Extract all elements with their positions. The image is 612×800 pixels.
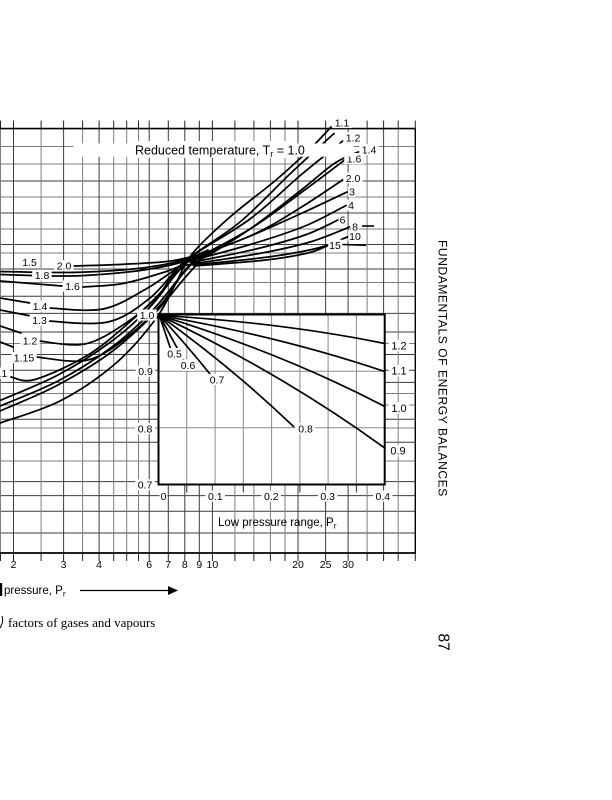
svg-text:pressure, Pr: pressure, Pr	[4, 585, 66, 599]
svg-text:1.3: 1.3	[32, 315, 47, 327]
svg-text:1.6: 1.6	[65, 281, 80, 293]
svg-text:0: 0	[161, 491, 167, 503]
svg-text:0.4: 0.4	[375, 491, 390, 503]
svg-text:1.5: 1.5	[22, 257, 37, 269]
svg-text:87: 87	[434, 634, 451, 651]
svg-text:.1: .1	[0, 368, 8, 380]
svg-text:0.8: 0.8	[298, 423, 313, 435]
svg-text:0.6: 0.6	[181, 360, 196, 372]
svg-text:0.2: 0.2	[264, 491, 279, 503]
svg-text:4: 4	[348, 200, 354, 212]
svg-text:0.3: 0.3	[320, 491, 335, 503]
svg-text:0.7: 0.7	[210, 374, 225, 386]
svg-text:4: 4	[96, 559, 102, 571]
svg-text:0.9: 0.9	[390, 446, 405, 458]
svg-text:6: 6	[340, 214, 346, 226]
svg-text:1.8: 1.8	[35, 270, 50, 282]
svg-text:Low pressure range, Pr: Low pressure range, Pr	[218, 517, 337, 531]
svg-text:3: 3	[61, 559, 67, 571]
svg-text:3: 3	[349, 186, 355, 198]
svg-text:2.0: 2.0	[57, 260, 72, 272]
svg-text:0.1: 0.1	[208, 491, 223, 503]
svg-text:0.9: 0.9	[138, 366, 153, 378]
svg-text:1.1: 1.1	[335, 117, 350, 129]
svg-text:0.8: 0.8	[138, 423, 153, 435]
svg-text:8: 8	[352, 221, 358, 233]
svg-text:0.5: 0.5	[167, 348, 182, 360]
svg-text:1.15: 1.15	[14, 352, 35, 364]
svg-text:6: 6	[146, 559, 152, 571]
svg-text:1.2: 1.2	[391, 341, 406, 353]
svg-text:factors of gases and vapours: factors of gases and vapours	[8, 615, 155, 630]
svg-text:1.2: 1.2	[346, 132, 361, 144]
svg-text:8: 8	[182, 559, 188, 571]
svg-text:7: 7	[165, 559, 171, 571]
svg-text:Reduced temperature, Tr = 1.0: Reduced temperature, Tr = 1.0	[135, 144, 305, 160]
svg-text:9: 9	[196, 559, 202, 571]
svg-text:20: 20	[292, 559, 304, 571]
svg-text:FUNDAMENTALS OF ENERGY BALANCE: FUNDAMENTALS OF ENERGY BALANCES	[436, 240, 450, 497]
svg-text:1.0: 1.0	[391, 403, 406, 415]
svg-text:2: 2	[11, 559, 17, 571]
svg-text:10: 10	[349, 231, 361, 243]
svg-text:1.1: 1.1	[391, 366, 406, 378]
svg-text:1.4: 1.4	[33, 301, 48, 313]
svg-text:10: 10	[207, 559, 219, 571]
svg-text:25: 25	[320, 559, 332, 571]
svg-text:1.4: 1.4	[362, 144, 377, 156]
svg-text:15: 15	[329, 240, 341, 252]
svg-text:1.0: 1.0	[140, 310, 155, 322]
svg-text:0.7: 0.7	[138, 480, 153, 492]
svg-text:1.2: 1.2	[23, 335, 38, 347]
svg-text:30: 30	[342, 559, 354, 571]
svg-text:2.0: 2.0	[346, 173, 361, 185]
